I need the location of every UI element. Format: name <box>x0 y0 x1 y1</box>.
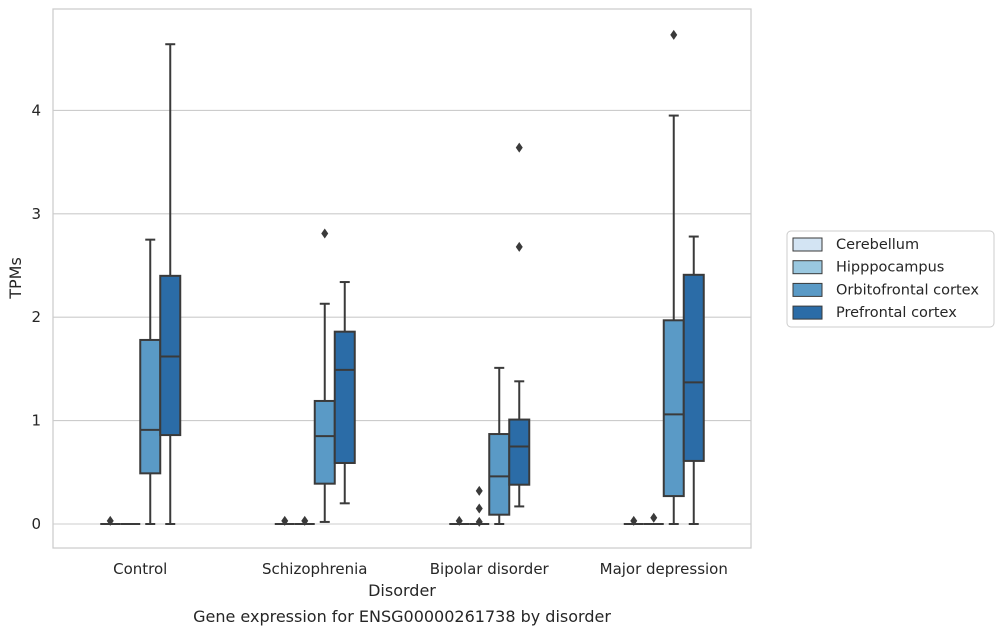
box-hipppocampus-3 <box>643 512 664 525</box>
box-cerebellum-3 <box>623 515 644 526</box>
legend-swatch <box>792 305 823 320</box>
box-iqr <box>139 338 162 475</box>
outlier-point <box>455 515 463 526</box>
x-tick-label: Major depression <box>600 560 728 578</box>
legend-swatch <box>792 260 823 275</box>
plot-area-frame <box>52 8 752 549</box>
box-prefrontal-cortex-3 <box>682 235 705 525</box>
box-cerebellum-0 <box>100 515 121 526</box>
box-orbitofrontal-cortex-0 <box>139 238 162 525</box>
outlier-point <box>106 515 114 526</box>
box-hipppocampus-1 <box>294 515 315 526</box>
legend-label: Orbitofrontal cortex <box>836 282 979 298</box>
chart-caption: Gene expression for ENSG00000261738 by d… <box>193 607 611 626</box>
box-prefrontal-cortex-1 <box>333 281 356 505</box>
box-series <box>100 29 705 527</box>
box-iqr <box>313 399 336 485</box>
outlier-point <box>670 29 678 40</box>
box-iqr <box>333 330 356 464</box>
outlier-point <box>321 228 329 239</box>
outlier-point <box>475 485 483 496</box>
y-tick-labels: 0 1 2 3 4 <box>31 101 41 533</box>
box-iqr <box>508 418 531 486</box>
y-tick-label: 0 <box>31 515 41 533</box>
outlier-point <box>515 142 523 153</box>
x-tick-label: Schizophrenia <box>262 560 367 578</box>
outlier-point <box>515 241 523 252</box>
outlier-point <box>475 516 483 527</box>
box-orbitofrontal-cortex-1 <box>313 228 336 523</box>
y-tick-label: 3 <box>31 205 41 223</box>
y-tick-label: 1 <box>31 412 41 430</box>
legend-label: Hipppocampus <box>836 260 944 276</box>
y-tick-label: 4 <box>31 101 41 119</box>
legend-label: Prefrontal cortex <box>836 305 957 321</box>
legend-swatch <box>792 237 823 252</box>
legend-label: Cerebellum <box>836 237 919 253</box>
x-tick-label: Control <box>113 560 167 578</box>
box-orbitofrontal-cortex-3 <box>662 29 685 525</box>
legend: Cerebellum Hipppocampus Orbitofrontal cort… <box>786 230 995 328</box>
box-iqr <box>159 274 182 437</box>
box-prefrontal-cortex-0 <box>159 43 182 525</box>
x-axis-label: Disorder <box>368 581 436 600</box>
box-prefrontal-cortex-2 <box>508 142 531 508</box>
box-iqr <box>488 433 511 516</box>
y-tick-label: 2 <box>31 308 41 326</box>
box-cerebellum-1 <box>274 515 295 526</box>
outlier-point <box>630 515 638 526</box>
outlier-point <box>281 515 289 526</box>
legend-swatch <box>792 282 823 297</box>
box-iqr <box>662 319 685 498</box>
outlier-point <box>475 503 483 514</box>
legend-frame <box>786 230 995 328</box>
x-tick-label: Bipolar disorder <box>430 560 550 578</box>
y-axis-label: TPMs <box>6 257 25 300</box>
box-hipppocampus-2 <box>469 485 490 527</box>
box-cerebellum-2 <box>449 515 470 526</box>
box-iqr <box>682 273 705 462</box>
x-tick-labels: Control Schizophrenia Bipolar disorder Majo… <box>113 560 728 578</box>
outlier-point <box>650 512 658 523</box>
outlier-point <box>301 515 309 526</box>
